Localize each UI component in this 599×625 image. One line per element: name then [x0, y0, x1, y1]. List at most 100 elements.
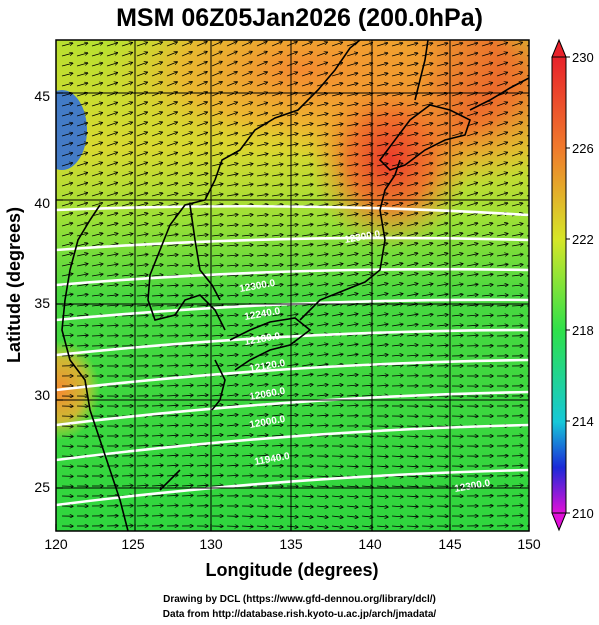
- wind-arrow: [226, 123, 238, 127]
- wind-arrow: [226, 215, 238, 217]
- wind-arrow: [376, 134, 388, 137]
- wind-arrow: [376, 324, 388, 326]
- wind-arrow: [181, 183, 193, 187]
- wind-arrow: [331, 53, 342, 57]
- x-tick-label: 135: [279, 536, 303, 552]
- wind-arrow: [451, 274, 463, 276]
- wind-arrow: [376, 104, 388, 107]
- wind-arrow: [286, 294, 298, 296]
- wind-arrow: [106, 132, 117, 137]
- wind-arrow: [481, 315, 493, 316]
- wind-arrow: [436, 193, 448, 197]
- wind-arrow: [121, 72, 132, 77]
- wind-arrow: [181, 112, 192, 117]
- wind-arrow: [91, 183, 103, 187]
- wind-arrow: [301, 214, 313, 216]
- wind-arrow: [361, 104, 373, 107]
- wind-arrow: [106, 63, 118, 67]
- wind-arrow: [376, 63, 388, 67]
- wind-arrow: [391, 334, 403, 336]
- wind-arrow: [211, 265, 223, 266]
- y-tick-label: 45: [34, 88, 50, 104]
- wind-arrow: [391, 104, 403, 107]
- wind-arrow: [121, 223, 133, 227]
- wind-arrow: [166, 122, 177, 127]
- wind-arrow: [496, 102, 507, 107]
- wind-arrow: [226, 112, 237, 117]
- wind-arrow: [61, 113, 73, 117]
- wind-arrow: [391, 53, 403, 57]
- wind-arrow: [511, 295, 523, 296]
- wind-arrow: [361, 253, 373, 257]
- wind-arrow: [241, 42, 252, 47]
- wind-arrow: [166, 62, 177, 67]
- wind-arrow: [301, 42, 312, 47]
- wind-arrow: [166, 265, 178, 266]
- wind-arrow: [196, 173, 208, 177]
- wind-arrow: [226, 133, 238, 137]
- wind-arrow: [196, 194, 208, 196]
- wind-arrow: [451, 43, 463, 47]
- wind-arrow: [61, 356, 73, 357]
- wind-arrow: [316, 194, 328, 196]
- wind-arrow: [421, 113, 433, 117]
- wind-arrow: [331, 284, 343, 287]
- wind-arrow: [346, 134, 358, 136]
- wind-arrow: [151, 153, 162, 157]
- wind-arrow: [346, 254, 358, 257]
- wind-arrow: [136, 516, 148, 517]
- wind-arrow: [481, 43, 493, 47]
- wind-arrow: [136, 285, 148, 286]
- wind-arrow: [406, 133, 418, 137]
- wind-arrow: [496, 163, 507, 167]
- wind-arrow: [481, 285, 493, 286]
- wind-arrow: [151, 275, 163, 276]
- wind-arrow: [481, 173, 492, 177]
- wind-arrow: [226, 335, 238, 336]
- wind-arrow: [406, 43, 418, 47]
- wind-arrow: [361, 144, 373, 146]
- wind-arrow: [271, 194, 283, 196]
- wind-arrow: [376, 203, 388, 207]
- wind-arrow: [271, 42, 282, 47]
- wind-arrow: [241, 285, 253, 286]
- wind-arrow: [271, 154, 283, 156]
- wind-arrow: [481, 223, 493, 227]
- wind-arrow: [241, 113, 253, 117]
- wind-arrow: [421, 123, 433, 127]
- wind-arrow: [406, 153, 418, 157]
- wind-arrow: [346, 164, 358, 166]
- wind-arrow: [421, 335, 433, 336]
- wind-arrow: [181, 62, 192, 67]
- wind-arrow: [136, 152, 147, 157]
- wind-arrow: [151, 295, 163, 296]
- wind-arrow: [496, 152, 507, 157]
- x-tick-label: 120: [44, 536, 68, 552]
- wind-arrow: [61, 345, 73, 346]
- wind-arrow: [301, 124, 313, 127]
- wind-arrow: [496, 264, 508, 266]
- wind-arrow: [376, 73, 388, 77]
- wind-arrow: [181, 194, 193, 197]
- wind-arrow: [391, 193, 403, 197]
- wind-arrow: [181, 102, 192, 107]
- wind-arrow: [151, 62, 162, 67]
- wind-arrow: [496, 53, 507, 57]
- wind-arrow: [331, 244, 343, 246]
- wind-arrow: [271, 235, 283, 236]
- wind-arrow: [451, 193, 463, 197]
- wind-arrow: [286, 225, 298, 227]
- wind-arrow: [466, 153, 477, 157]
- wind-arrow: [436, 83, 448, 87]
- wind-arrow: [271, 113, 283, 117]
- wind-arrow: [331, 204, 343, 206]
- wind-arrow: [61, 426, 73, 427]
- wind-arrow: [106, 122, 117, 127]
- wind-arrow: [136, 173, 148, 177]
- wind-arrow: [466, 213, 478, 217]
- wind-arrow: [406, 193, 418, 197]
- weather-map: 12300.012300.012240.012180.012120.012060…: [4, 38, 594, 580]
- wind-arrow: [76, 335, 88, 336]
- wind-arrow: [511, 42, 522, 47]
- wind-arrow: [421, 263, 433, 267]
